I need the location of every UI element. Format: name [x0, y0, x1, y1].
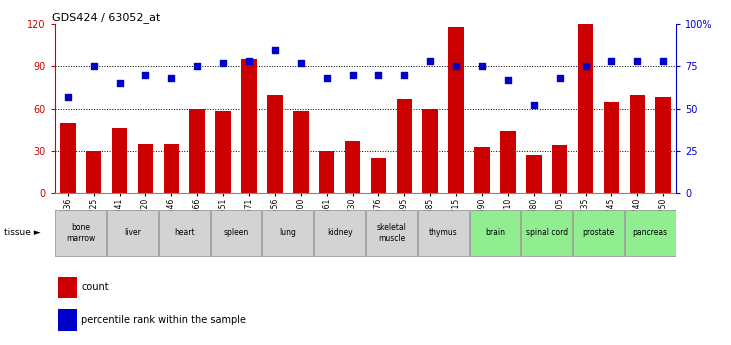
Point — [373, 72, 385, 78]
Bar — [159, 209, 210, 256]
Text: liver: liver — [124, 228, 141, 237]
Bar — [469, 209, 520, 256]
Text: kidney: kidney — [327, 228, 352, 237]
Bar — [371, 158, 386, 193]
Bar — [629, 95, 645, 193]
Bar — [58, 277, 77, 298]
Point — [62, 94, 74, 100]
Bar — [474, 147, 490, 193]
Point — [269, 47, 281, 52]
Bar — [319, 151, 334, 193]
Point — [425, 59, 436, 64]
Text: skeletal
muscle: skeletal muscle — [376, 223, 406, 243]
Point — [295, 60, 306, 66]
Bar — [345, 141, 360, 193]
Point — [554, 76, 566, 81]
Point — [165, 76, 177, 81]
Text: bone
marrow: bone marrow — [66, 223, 95, 243]
Point — [502, 77, 514, 83]
Bar — [448, 27, 464, 193]
Bar — [366, 209, 417, 256]
Bar — [526, 155, 542, 193]
Point — [88, 63, 99, 69]
Bar — [216, 111, 231, 193]
Bar — [314, 209, 365, 256]
Point — [528, 102, 539, 108]
Point — [476, 63, 488, 69]
Bar — [500, 131, 515, 193]
Bar — [656, 97, 671, 193]
Text: percentile rank within the sample: percentile rank within the sample — [81, 315, 246, 325]
Text: pancreas: pancreas — [633, 228, 668, 237]
Point — [450, 63, 462, 69]
Bar — [293, 111, 308, 193]
Bar — [241, 59, 257, 193]
Bar — [164, 144, 179, 193]
Bar — [577, 24, 594, 193]
Bar — [262, 209, 313, 256]
Text: tissue ►: tissue ► — [4, 228, 40, 237]
Bar — [137, 144, 154, 193]
Bar — [267, 95, 283, 193]
Text: heart: heart — [174, 228, 194, 237]
Bar — [396, 99, 412, 193]
Point — [140, 72, 151, 78]
Text: lung: lung — [279, 228, 296, 237]
Point — [632, 59, 643, 64]
Bar — [552, 145, 567, 193]
Text: thymus: thymus — [429, 228, 458, 237]
Point — [580, 63, 591, 69]
Bar — [625, 209, 675, 256]
Point — [114, 80, 126, 86]
Bar — [573, 209, 624, 256]
Bar — [107, 209, 158, 256]
Bar — [58, 309, 77, 331]
Bar — [56, 209, 106, 256]
Bar — [521, 209, 572, 256]
Point — [192, 63, 203, 69]
Point — [217, 60, 229, 66]
Bar — [112, 128, 127, 193]
Bar — [418, 209, 469, 256]
Point — [243, 59, 255, 64]
Text: spinal cord: spinal cord — [526, 228, 568, 237]
Bar — [189, 109, 205, 193]
Bar — [60, 123, 75, 193]
Point — [346, 72, 358, 78]
Text: brain: brain — [485, 228, 505, 237]
Text: prostate: prostate — [583, 228, 615, 237]
Point — [657, 59, 669, 64]
Bar — [423, 109, 438, 193]
Text: count: count — [81, 283, 109, 292]
Bar — [604, 102, 619, 193]
Text: GDS424 / 63052_at: GDS424 / 63052_at — [52, 12, 160, 23]
Point — [321, 76, 333, 81]
Bar — [86, 151, 102, 193]
Point — [398, 72, 410, 78]
Text: spleen: spleen — [224, 228, 249, 237]
Bar — [211, 209, 262, 256]
Point — [605, 59, 617, 64]
